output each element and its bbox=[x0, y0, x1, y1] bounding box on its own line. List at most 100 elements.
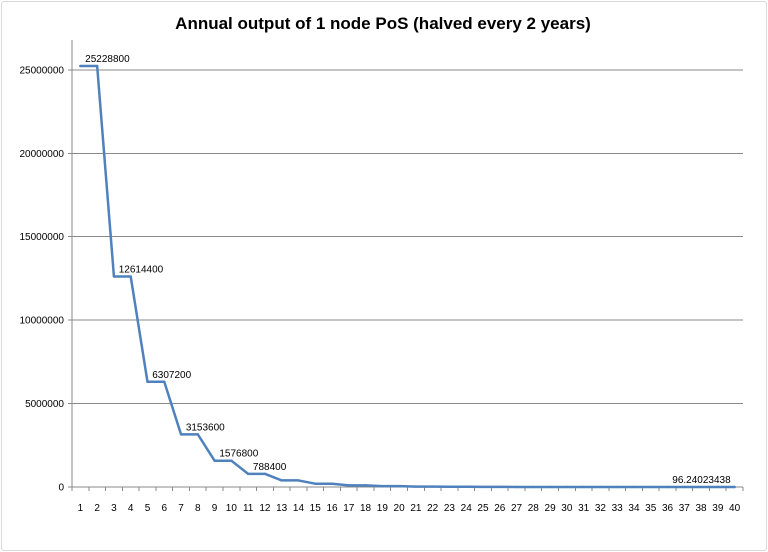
data-point bbox=[297, 479, 300, 482]
x-tick-label: 11 bbox=[243, 503, 254, 514]
series-line bbox=[79, 64, 736, 489]
data-point bbox=[599, 485, 602, 489]
y-axis: 0 5000000 10000000 15000000 20000000 25000000 bbox=[20, 40, 73, 494]
data-point bbox=[79, 64, 82, 68]
data-point bbox=[179, 433, 183, 436]
x-tick-label: 1 bbox=[78, 503, 84, 514]
data-point bbox=[414, 485, 418, 488]
data-labels: 25228800 12614400 6307200 3153600 1576800 788… bbox=[85, 54, 731, 486]
data-point bbox=[163, 380, 166, 383]
data-point bbox=[498, 485, 501, 489]
data-point bbox=[246, 472, 250, 476]
plot-area bbox=[79, 64, 736, 489]
data-point bbox=[465, 485, 468, 488]
x-tick-label: 34 bbox=[628, 503, 640, 514]
data-point bbox=[716, 485, 720, 489]
x-tick-label: 27 bbox=[511, 503, 523, 514]
y-tick-label: 25000000 bbox=[20, 65, 65, 76]
data-point bbox=[314, 482, 317, 485]
data-point bbox=[280, 479, 283, 482]
data-label: 25228800 bbox=[85, 54, 130, 65]
x-tick-label: 19 bbox=[377, 503, 389, 514]
data-point bbox=[196, 433, 200, 436]
y-tick-label: 0 bbox=[58, 483, 64, 494]
y-tick-label: 15000000 bbox=[20, 232, 65, 243]
data-point bbox=[129, 275, 132, 278]
data-point bbox=[683, 485, 686, 489]
data-point bbox=[364, 484, 367, 487]
y-tick-label: 10000000 bbox=[20, 316, 65, 327]
data-point bbox=[481, 485, 485, 489]
data-label: 96.24023438 bbox=[672, 475, 731, 486]
x-tick-label: 30 bbox=[561, 503, 573, 514]
gridlines bbox=[72, 69, 743, 405]
data-point bbox=[381, 484, 384, 488]
x-tick-label: 8 bbox=[195, 503, 201, 514]
chart-title: Annual output of 1 node PoS (halved ever… bbox=[175, 14, 591, 33]
data-label: 6307200 bbox=[152, 370, 191, 381]
data-point bbox=[733, 485, 736, 489]
x-tick-label: 23 bbox=[444, 503, 456, 514]
x-tick-label: 33 bbox=[612, 503, 624, 514]
x-tick-label: 29 bbox=[545, 503, 557, 514]
x-tick-label: 14 bbox=[293, 503, 305, 514]
data-point bbox=[146, 380, 149, 383]
data-point bbox=[330, 482, 334, 485]
x-tick-label: 22 bbox=[427, 503, 439, 514]
data-point bbox=[263, 472, 267, 476]
data-label: 3153600 bbox=[186, 422, 225, 433]
x-tick-label: 5 bbox=[145, 503, 151, 514]
x-tick-label: 10 bbox=[226, 503, 238, 514]
x-tick-label: 25 bbox=[477, 503, 489, 514]
y-tick-label: 5000000 bbox=[25, 399, 64, 410]
data-point bbox=[548, 485, 552, 489]
x-tick-label: 21 bbox=[410, 503, 422, 514]
x-tick-label: 3 bbox=[111, 503, 117, 514]
x-tick-label: 12 bbox=[259, 503, 271, 514]
data-label: 1576800 bbox=[219, 449, 258, 460]
data-point bbox=[213, 459, 216, 462]
x-tick-label: 16 bbox=[326, 503, 338, 514]
x-tick-label: 15 bbox=[310, 503, 322, 514]
x-tick-label: 7 bbox=[178, 503, 184, 514]
data-point bbox=[565, 485, 569, 489]
x-tick-label: 26 bbox=[494, 503, 506, 514]
data-point bbox=[95, 64, 99, 68]
x-tick-label: 6 bbox=[161, 503, 167, 514]
x-tick-label: 28 bbox=[528, 503, 540, 514]
x-tick-label: 37 bbox=[679, 503, 691, 514]
x-tick-label: 13 bbox=[276, 503, 288, 514]
x-tick-label: 40 bbox=[729, 503, 741, 514]
data-point bbox=[666, 485, 669, 489]
data-point bbox=[515, 485, 518, 489]
data-point bbox=[699, 485, 703, 489]
data-point bbox=[582, 485, 585, 489]
data-point bbox=[230, 459, 233, 462]
data-point bbox=[448, 485, 451, 488]
x-tick-label: 39 bbox=[712, 503, 724, 514]
data-point bbox=[112, 275, 116, 278]
x-tick-label: 24 bbox=[461, 503, 473, 514]
data-point bbox=[615, 485, 619, 489]
x-tick-label: 20 bbox=[394, 503, 406, 514]
x-axis: 1 2 3 4 5 6 7 8 9 10 11 12 13 14 15 16 17 18 19 20 21 22 23 24 2… bbox=[71, 486, 744, 514]
x-tick-label: 2 bbox=[94, 503, 100, 514]
data-point bbox=[649, 485, 652, 489]
data-point bbox=[632, 485, 636, 489]
y-tick-label: 20000000 bbox=[20, 149, 65, 160]
data-point bbox=[397, 484, 401, 488]
data-point bbox=[532, 485, 535, 489]
x-tick-label: 35 bbox=[645, 503, 657, 514]
data-point bbox=[347, 484, 350, 487]
x-tick-label: 32 bbox=[595, 503, 607, 514]
x-tick-label: 38 bbox=[696, 503, 708, 514]
x-tick-label: 18 bbox=[360, 503, 372, 514]
data-point bbox=[431, 485, 434, 488]
data-label: 12614400 bbox=[119, 265, 164, 276]
x-tick-label: 9 bbox=[212, 503, 218, 514]
x-tick-label: 4 bbox=[128, 503, 134, 514]
x-tick-label: 31 bbox=[578, 503, 590, 514]
x-tick-label: 17 bbox=[343, 503, 355, 514]
x-tick-label: 36 bbox=[662, 503, 674, 514]
